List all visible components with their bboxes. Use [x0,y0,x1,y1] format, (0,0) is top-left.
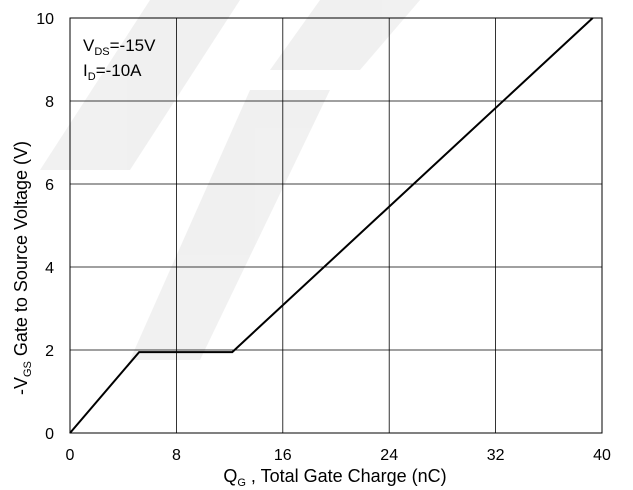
x-tick-label: 32 [487,447,505,464]
y-tick-labels: 0 2 4 6 8 10 [36,11,54,443]
y-tick-label: 6 [45,177,54,194]
annotation-vds: VDS=-15V [83,36,156,58]
y-tick-label: 8 [45,94,54,111]
x-tick-label: 0 [66,447,75,464]
y-tick-label: 2 [45,343,54,360]
gate-charge-curve [69,17,594,434]
x-tick-label: 8 [172,447,181,464]
x-axis-label: QG , Total Gate Charge (nC) [223,466,446,489]
x-tick-label: 24 [380,447,398,464]
annotations: VDS=-15V ID=-10A [83,36,156,83]
grid-lines [70,18,602,433]
watermark-stroke-1 [40,0,240,170]
y-tick-label: 10 [36,11,54,28]
watermark-stroke-2 [270,0,420,70]
series-lines [69,17,594,434]
y-axis-label: -VGS Gate to Source Voltage (V) [11,141,34,395]
x-tick-label: 40 [593,447,611,464]
watermark-stroke-3 [130,90,330,360]
x-tick-label: 16 [274,447,292,464]
annotation-id: ID=-10A [83,61,142,83]
x-tick-labels: 0 8 16 24 32 40 [66,447,611,464]
y-tick-label: 4 [45,260,54,277]
y-tick-label: 0 [45,426,54,443]
plot-frame [69,17,603,434]
